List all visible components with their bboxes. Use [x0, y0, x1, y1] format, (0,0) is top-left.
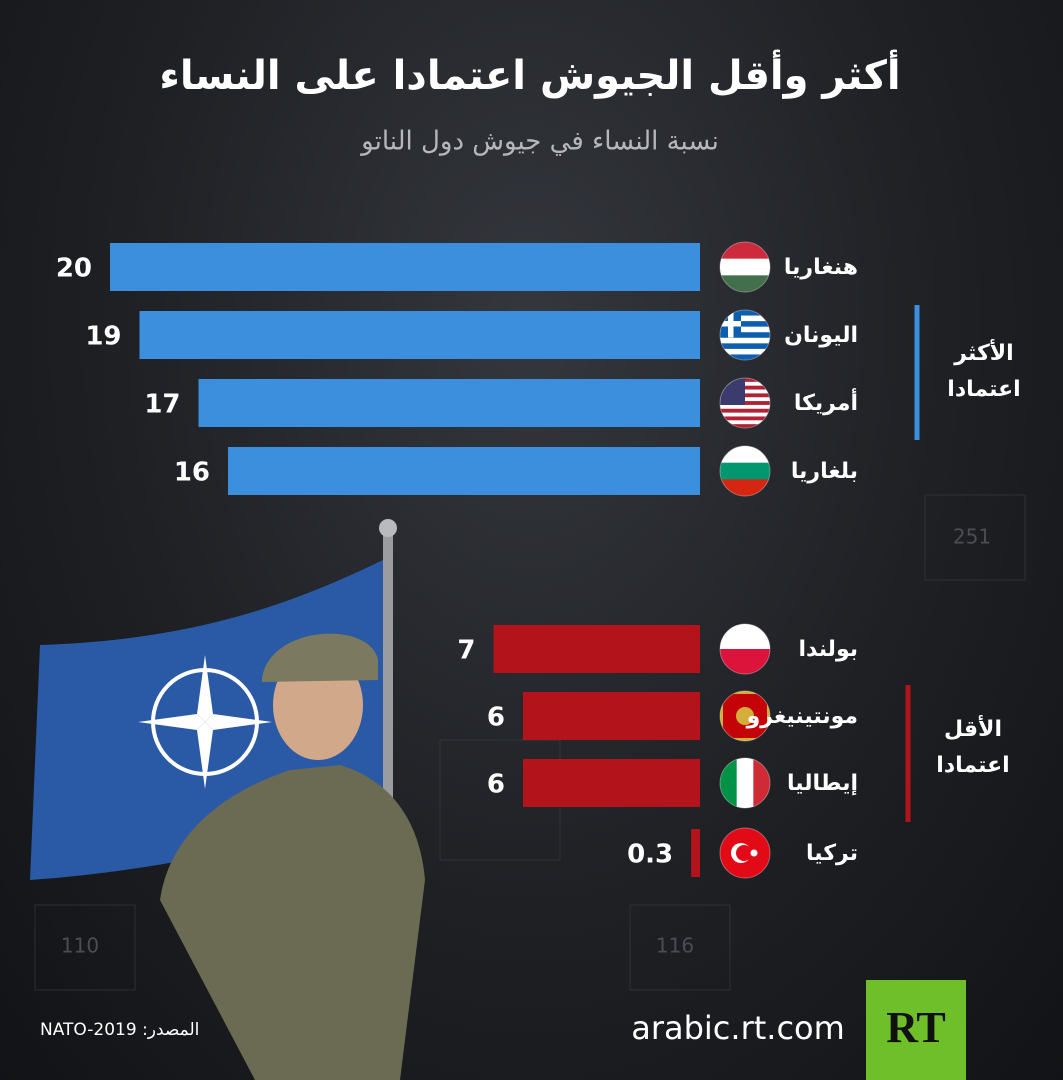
- flag-rim: [719, 377, 771, 429]
- value-label: 7: [457, 636, 475, 666]
- background-number: 251: [953, 525, 991, 549]
- value-label: 19: [85, 322, 121, 352]
- flag-stripe: [720, 479, 770, 496]
- flag-stripe: [720, 416, 770, 421]
- website: arabic.rt.com: [631, 1009, 845, 1047]
- flag-rim: [719, 757, 771, 809]
- flag: [720, 691, 770, 741]
- flag-rim: [719, 241, 771, 293]
- category-label: مونتينيغرو: [746, 704, 858, 729]
- bar: [110, 243, 700, 291]
- bar: [198, 379, 700, 427]
- flag-stripe: [720, 337, 770, 344]
- bar: [523, 759, 700, 807]
- flag-rim: [719, 309, 771, 361]
- flag: [720, 758, 770, 808]
- value-label: 0.3: [627, 840, 673, 870]
- category-label: إيطاليا: [787, 771, 858, 796]
- category-label: هنغاريا: [784, 255, 858, 280]
- flag-stripe: [720, 343, 770, 350]
- flag-rim: [719, 623, 771, 675]
- chart-subtitle: نسبة النساء في جيوش دول الناتو: [359, 127, 719, 157]
- flag-stripe: [720, 446, 770, 464]
- chart-title: أكثر وأقل الجيوش اعتمادا على النساء: [159, 49, 900, 99]
- flag-stripe: [720, 332, 770, 339]
- flag-rim: [719, 445, 771, 497]
- flag-stripe: [720, 310, 770, 317]
- value-label: 16: [174, 458, 210, 488]
- value-label: 6: [487, 770, 505, 800]
- bar: [139, 311, 700, 359]
- group-label: الأقل اعتمادا: [936, 717, 1010, 778]
- value-label: 6: [487, 703, 505, 733]
- logo-box: [866, 980, 966, 1080]
- bar: [228, 447, 700, 495]
- bar: [523, 692, 700, 740]
- flag-stripe: [720, 242, 770, 260]
- flag-stripe: [720, 624, 770, 650]
- background-number: 110: [61, 934, 99, 958]
- flag-cross: [728, 310, 734, 338]
- source: المصدر: NATO-2019: [40, 1020, 199, 1040]
- flag-stripe: [720, 412, 770, 417]
- category-label: اليونان: [784, 323, 858, 348]
- flag: [720, 378, 770, 428]
- flag-emblem: [736, 707, 754, 725]
- illustration: [30, 519, 425, 1080]
- flag-stripe: [720, 424, 770, 428]
- category-label: بولندا: [798, 637, 858, 662]
- flag-crescent: [736, 845, 752, 861]
- flag-star: [750, 849, 758, 857]
- flag-stripe: [736, 758, 755, 808]
- value-label: 17: [144, 390, 180, 420]
- flag-stripe: [720, 408, 770, 414]
- flag-stripe: [720, 758, 738, 808]
- flag-canton: [720, 378, 745, 405]
- bar: [493, 625, 700, 673]
- flag-stripe: [720, 462, 770, 481]
- category-label: بلغاريا: [791, 459, 858, 484]
- value-label: 20: [56, 254, 92, 284]
- category-label: أمريكا: [794, 387, 858, 416]
- flag-stripe: [720, 315, 770, 322]
- group-label: الأكثر اعتمادا: [947, 341, 1021, 402]
- flag-stripe: [720, 649, 770, 674]
- flag: [720, 446, 770, 496]
- flag-rim: [719, 827, 771, 879]
- flag-stripe: [720, 420, 770, 425]
- flag-stripe: [753, 758, 770, 808]
- flag-stripe: [720, 404, 770, 410]
- flag: [720, 242, 770, 292]
- category-label: تركيا: [806, 841, 858, 866]
- flag-rim: [719, 690, 771, 742]
- flag-stripe: [720, 275, 770, 292]
- logo: RT: [886, 1003, 946, 1052]
- flag-stripe: [720, 354, 770, 360]
- flag-stripe: [720, 321, 770, 328]
- bar: [691, 829, 700, 877]
- flag-stripe: [720, 348, 770, 355]
- background-number: 116: [656, 934, 694, 958]
- flag-stripe: [720, 258, 770, 277]
- flag: [720, 828, 770, 878]
- flag-stripe: [720, 326, 770, 333]
